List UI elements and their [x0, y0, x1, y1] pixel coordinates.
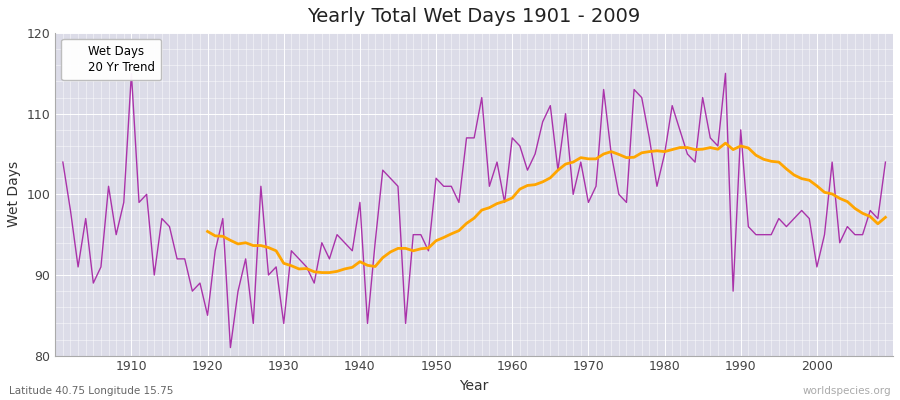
- 20 Yr Trend: [880, 215, 891, 220]
- 20 Yr Trend: [796, 176, 807, 181]
- 20 Yr Trend: [720, 141, 731, 146]
- Wet Days: [522, 168, 533, 172]
- Text: worldspecies.org: worldspecies.org: [803, 386, 891, 396]
- Line: 20 Yr Trend: 20 Yr Trend: [208, 143, 886, 272]
- 20 Yr Trend: [865, 214, 876, 219]
- Wet Days: [515, 144, 526, 148]
- Wet Days: [614, 192, 625, 197]
- Wet Days: [119, 200, 130, 205]
- Wet Days: [302, 264, 312, 269]
- 20 Yr Trend: [293, 266, 304, 271]
- 20 Yr Trend: [781, 166, 792, 171]
- Wet Days: [346, 248, 357, 253]
- 20 Yr Trend: [202, 229, 213, 234]
- 20 Yr Trend: [416, 246, 427, 251]
- Y-axis label: Wet Days: Wet Days: [7, 161, 21, 228]
- Legend: Wet Days, 20 Yr Trend: Wet Days, 20 Yr Trend: [61, 39, 161, 80]
- Wet Days: [880, 160, 891, 164]
- Line: Wet Days: Wet Days: [63, 73, 886, 348]
- Title: Yearly Total Wet Days 1901 - 2009: Yearly Total Wet Days 1901 - 2009: [308, 7, 641, 26]
- 20 Yr Trend: [682, 145, 693, 150]
- 20 Yr Trend: [324, 270, 335, 275]
- Text: Latitude 40.75 Longitude 15.75: Latitude 40.75 Longitude 15.75: [9, 386, 174, 396]
- X-axis label: Year: Year: [460, 379, 489, 393]
- Wet Days: [58, 160, 68, 164]
- Wet Days: [126, 71, 137, 76]
- Wet Days: [225, 345, 236, 350]
